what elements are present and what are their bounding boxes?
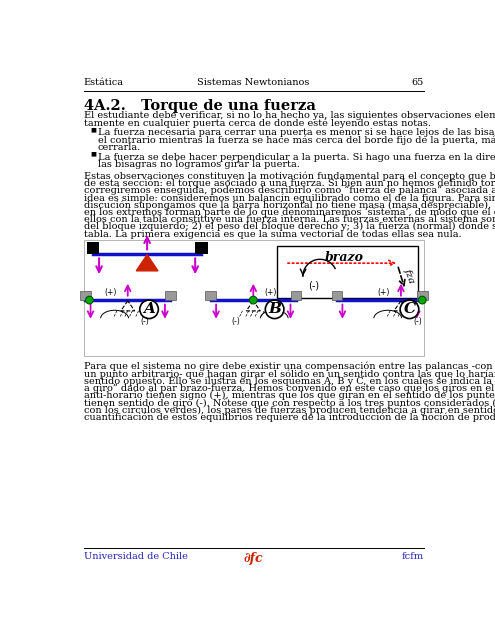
Text: (-): (-) (308, 281, 319, 291)
Circle shape (86, 296, 93, 304)
Text: A: A (143, 302, 155, 316)
Bar (417, 291, 428, 300)
Text: del bloque izquierdo; 2) el peso del bloque derecho y; 3) la fuerza (normal) don: del bloque izquierdo; 2) el peso del blo… (84, 222, 495, 232)
Text: ∂fc: ∂fc (244, 552, 263, 565)
Text: ■: ■ (91, 152, 97, 157)
Bar (84, 240, 424, 356)
Text: (+): (+) (264, 288, 277, 297)
Text: tienen sentido de giro (-). Nótese que con respecto a los tres puntos considerad: tienen sentido de giro (-). Nótese que c… (84, 398, 495, 408)
Text: el contrario mientras la fuerza se hace más cerca del borde fijo de la puerta, m: el contrario mientras la fuerza se hace … (98, 136, 495, 145)
Text: Estática: Estática (84, 78, 124, 87)
Text: de esta sección: el torque asociado a una fuerza. Si bién aún no hemos definido : de esta sección: el torque asociado a un… (84, 179, 495, 188)
Circle shape (140, 300, 158, 319)
Circle shape (418, 296, 426, 304)
Text: C: C (403, 302, 415, 316)
Text: cuantificación de estos equilibrios requiere de la introducción de la noción de : cuantificación de estos equilibrios requ… (84, 413, 495, 422)
Text: cerrarla.: cerrarla. (98, 143, 141, 152)
Bar (332, 291, 343, 300)
Text: Para que el sistema no gire debe existir una compensación entre las palancas -co: Para que el sistema no gire debe existir… (84, 362, 495, 371)
Text: La fuerza se debe hacer perpendicular a la puerta. Si hago una fuerza en la dire: La fuerza se debe hacer perpendicular a … (98, 153, 495, 162)
Text: (+): (+) (104, 288, 117, 297)
Bar (165, 291, 176, 300)
Circle shape (249, 296, 257, 304)
Text: El estudiante debe verificar, si no lo ha hecho ya, las siguientes observaciones: El estudiante debe verificar, si no lo h… (84, 111, 495, 120)
Text: 4A.2.   Torque de una fuerza: 4A.2. Torque de una fuerza (84, 99, 315, 113)
Text: (-): (-) (232, 317, 241, 326)
Text: corregiremos enseguida, podemos describirlo como “fuerza de palanca” asociada a : corregiremos enseguida, podemos describi… (84, 186, 495, 195)
Text: B: B (268, 302, 281, 316)
Polygon shape (136, 255, 158, 271)
Text: ellos con la tabla constituye una fuerza interna. Las fuerzas externas al sistem: ellos con la tabla constituye una fuerza… (84, 215, 495, 224)
Circle shape (265, 300, 284, 319)
Bar (277, 246, 418, 298)
Text: discución supongamos que la barra horizontal no tiene masa (masa despreciable). : discución supongamos que la barra horizo… (84, 200, 495, 210)
Text: sentido opuesto. Ello se ilustra en los esquemas A, B y C, en los cuales se indi: sentido opuesto. Ello se ilustra en los … (84, 376, 495, 386)
Text: (+): (+) (378, 288, 390, 297)
Text: ■: ■ (91, 127, 97, 132)
Text: brazo: brazo (325, 251, 363, 264)
Text: idea es simple: consideremos un balancín equilibrado como el de la figura. Para : idea es simple: consideremos un balancín… (84, 193, 495, 203)
Text: fza: fza (403, 267, 417, 285)
Text: tamente en cualquier puerta cerca de donde esté leyendo estas notas.: tamente en cualquier puerta cerca de don… (84, 119, 431, 128)
Text: un punto arbitrario- que hagan girar el sólido en un sentido contra las que lo h: un punto arbitrario- que hagan girar el … (84, 369, 495, 378)
Bar (205, 291, 216, 300)
Text: fcfm: fcfm (401, 552, 424, 561)
Text: las bisagras no logramos girar la puerta.: las bisagras no logramos girar la puerta… (98, 160, 299, 169)
Text: Estas observaciones constituyen la motivación fundamental para el concepto que b: Estas observaciones constituyen la motiv… (84, 171, 495, 180)
Text: (-): (-) (141, 317, 149, 326)
Text: con los círculos verdes), los pares de fuerzas producen tendencia a girar en sen: con los círculos verdes), los pares de f… (84, 406, 495, 415)
Text: anti-horario tienen signo (+), mientras que los que giran en el sentido de los p: anti-horario tienen signo (+), mientras … (84, 391, 495, 400)
Text: 65: 65 (411, 78, 424, 87)
Text: La fuerza necesaria para cerrar una puerta es menor si se hace lejos de las bisa: La fuerza necesaria para cerrar una puer… (98, 129, 495, 138)
Text: Universidad de Chile: Universidad de Chile (84, 552, 188, 561)
Bar (80, 291, 91, 300)
Text: (-): (-) (414, 317, 422, 326)
Circle shape (400, 300, 419, 319)
Text: Sistemas Newtonianos: Sistemas Newtonianos (197, 78, 309, 87)
Bar (195, 241, 207, 254)
Text: a giro” dado al par brazo-fuerza. Hemos convenido en este caso que los giros en : a giro” dado al par brazo-fuerza. Hemos … (84, 383, 495, 393)
Bar (291, 291, 301, 300)
Text: en los extremos forman parte de lo que denominaremos ‘sistema’, de modo que el c: en los extremos forman parte de lo que d… (84, 208, 495, 217)
Text: tabla. La primera exigencia es que la suma vectorial de todas ellas sea nula.: tabla. La primera exigencia es que la su… (84, 230, 461, 239)
Bar (87, 241, 99, 254)
